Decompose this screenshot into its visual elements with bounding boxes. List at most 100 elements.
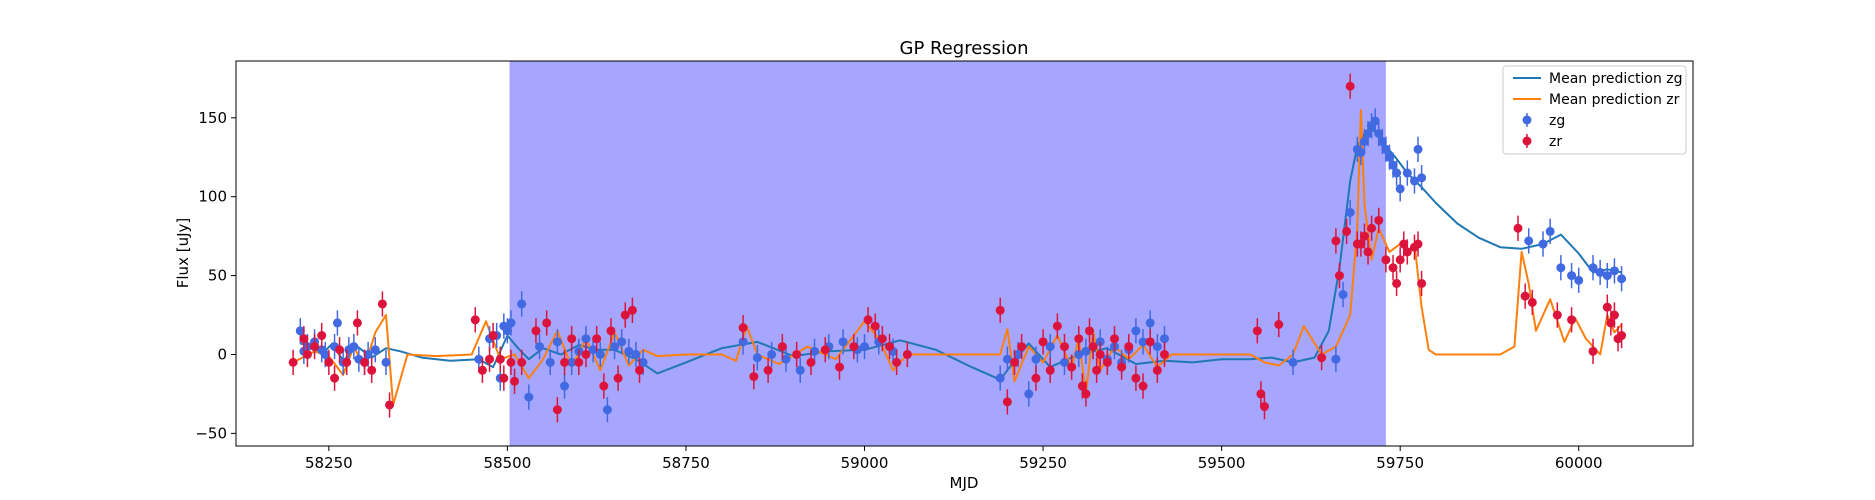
data-point — [624, 346, 634, 356]
legend-label: Mean prediction zg — [1549, 71, 1683, 87]
data-point — [599, 381, 609, 391]
data-point — [1552, 310, 1562, 320]
data-point — [620, 310, 630, 320]
data-point — [1409, 176, 1419, 186]
data-point — [1059, 357, 1069, 367]
data-point — [1395, 184, 1405, 194]
data-point — [506, 318, 516, 328]
data-point — [995, 305, 1005, 315]
legend-point-swatch — [1522, 136, 1532, 146]
data-point — [1595, 267, 1605, 277]
data-point — [1524, 236, 1534, 246]
x-tick-label: 58500 — [484, 454, 532, 472]
data-point — [792, 349, 802, 359]
data-point — [567, 334, 577, 344]
data-point — [352, 318, 362, 328]
data-point — [777, 342, 787, 352]
data-point — [860, 342, 870, 352]
data-point — [1052, 321, 1062, 331]
data-point — [1538, 239, 1548, 249]
data-point — [1152, 342, 1162, 352]
data-point — [1077, 381, 1087, 391]
data-point — [495, 354, 505, 364]
y-tick-label: 50 — [208, 267, 227, 285]
data-point — [849, 342, 859, 352]
data-point — [1609, 266, 1619, 276]
data-point — [1038, 337, 1048, 347]
data-point — [877, 334, 887, 344]
data-point — [581, 349, 591, 359]
data-point — [542, 318, 552, 328]
data-point — [1334, 271, 1344, 281]
data-point — [767, 349, 777, 359]
data-point — [1017, 342, 1027, 352]
data-point — [617, 337, 627, 347]
data-point — [1109, 334, 1119, 344]
data-point — [1413, 144, 1423, 154]
data-point — [1117, 362, 1127, 372]
data-point — [1388, 263, 1398, 273]
data-point — [1588, 346, 1598, 356]
data-point — [545, 357, 555, 367]
data-point — [381, 357, 391, 367]
data-point — [1331, 354, 1341, 364]
data-point — [738, 337, 748, 347]
data-point — [517, 299, 527, 309]
data-point — [320, 349, 330, 359]
data-point — [552, 337, 562, 347]
data-point — [1138, 381, 1148, 391]
data-point — [1288, 357, 1298, 367]
data-point — [531, 326, 541, 336]
legend-box — [1502, 65, 1687, 155]
data-point — [510, 376, 520, 386]
data-point — [299, 334, 309, 344]
data-point — [488, 331, 498, 341]
legend-item: zg — [1522, 113, 1565, 129]
data-point — [870, 321, 880, 331]
data-point — [310, 342, 320, 352]
legend-item: Mean prediction zr — [1513, 92, 1680, 108]
y-tick-label: 100 — [198, 188, 227, 206]
data-point — [470, 315, 480, 325]
data-point — [795, 365, 805, 375]
data-point — [552, 405, 562, 415]
data-point — [1588, 263, 1598, 273]
data-point — [524, 392, 534, 402]
data-point — [1145, 337, 1155, 347]
data-point — [1152, 365, 1162, 375]
data-point — [781, 354, 791, 364]
data-point — [1045, 342, 1055, 352]
data-point — [763, 365, 773, 375]
data-point — [602, 405, 612, 415]
data-point — [324, 357, 334, 367]
data-point — [1359, 231, 1369, 241]
data-point — [1124, 342, 1134, 352]
data-point — [1145, 318, 1155, 328]
data-point — [335, 345, 345, 355]
data-point — [1084, 326, 1094, 336]
data-point — [1567, 315, 1577, 325]
y-tick-label: −50 — [195, 424, 227, 442]
data-point — [370, 345, 380, 355]
data-point — [738, 323, 748, 333]
x-tick-label: 59750 — [1376, 454, 1424, 472]
legend-item: zr — [1522, 134, 1562, 150]
data-point — [1367, 223, 1377, 233]
data-point — [588, 345, 598, 355]
data-point — [1002, 397, 1012, 407]
x-tick-label: 59250 — [1019, 454, 1067, 472]
x-tick-label: 60000 — [1555, 454, 1603, 472]
data-point — [1363, 129, 1373, 139]
y-axis-label: Flux [uJy] — [174, 218, 192, 288]
data-point — [567, 357, 577, 367]
chart-title: GP Regression — [900, 38, 1029, 59]
data-point — [1159, 334, 1169, 344]
data-point — [1359, 136, 1369, 146]
data-point — [1417, 278, 1427, 288]
data-point — [1392, 168, 1402, 178]
data-point — [295, 326, 305, 336]
data-point — [1031, 354, 1041, 364]
data-point — [863, 315, 873, 325]
data-point — [1338, 290, 1348, 300]
